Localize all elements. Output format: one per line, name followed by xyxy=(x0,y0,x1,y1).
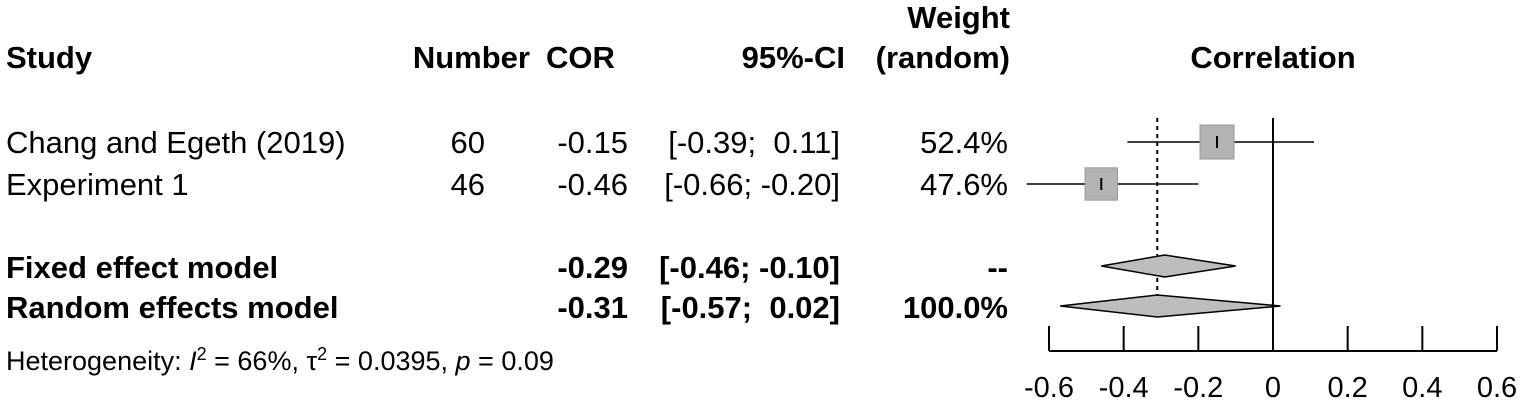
study-cor: -0.15 xyxy=(557,125,628,160)
study-number: 60 xyxy=(450,125,485,160)
x-tick-label: -0.4 xyxy=(1099,372,1149,404)
study-cor: -0.46 xyxy=(557,167,628,202)
header-number: Number xyxy=(412,40,530,75)
study-name: Chang and Egeth (2019) xyxy=(6,125,346,160)
model-weight: 100.0% xyxy=(902,290,1008,325)
x-tick-label: 0.2 xyxy=(1328,372,1368,404)
header-cor: COR xyxy=(546,40,615,75)
study-ci: [-0.66; -0.20] xyxy=(664,167,840,202)
model-cor: -0.31 xyxy=(557,290,628,325)
study-ci: [-0.39; 0.11] xyxy=(668,125,840,160)
study-weight: 52.4% xyxy=(920,125,1008,160)
header-weight: Weight xyxy=(907,0,1010,35)
header-correlation: Correlation xyxy=(1190,40,1356,75)
header-weight-random: (random) xyxy=(875,40,1010,75)
study-weight: 47.6% xyxy=(920,167,1008,202)
x-tick-label: 0.4 xyxy=(1402,372,1442,404)
x-tick-label: -0.6 xyxy=(1024,372,1074,404)
model-cor: -0.29 xyxy=(557,250,628,285)
x-tick-label: 0.6 xyxy=(1477,372,1517,404)
x-tick-label: -0.2 xyxy=(1173,372,1223,404)
x-tick-label: 0 xyxy=(1265,372,1281,404)
model-name: Fixed effect model xyxy=(6,250,279,285)
summary-diamond xyxy=(1060,294,1281,318)
summary-diamond xyxy=(1101,254,1236,278)
model-ci: [-0.46; -0.10] xyxy=(659,250,840,285)
heterogeneity-line: Heterogeneity: I2 = 66%, τ2 = 0.0395, p … xyxy=(6,344,554,376)
model-name: Random effects model xyxy=(6,290,339,325)
model-ci: [-0.57; 0.02] xyxy=(660,290,840,325)
model-weight: -- xyxy=(987,250,1008,285)
header-ci: 95%-CI xyxy=(741,40,845,75)
header-study: Study xyxy=(6,40,93,75)
study-name: Experiment 1 xyxy=(6,167,189,202)
study-number: 46 xyxy=(450,167,485,202)
